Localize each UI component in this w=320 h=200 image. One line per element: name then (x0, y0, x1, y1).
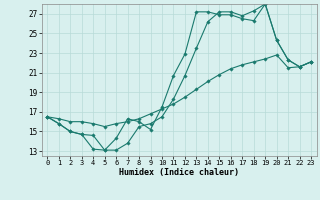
X-axis label: Humidex (Indice chaleur): Humidex (Indice chaleur) (119, 168, 239, 177)
